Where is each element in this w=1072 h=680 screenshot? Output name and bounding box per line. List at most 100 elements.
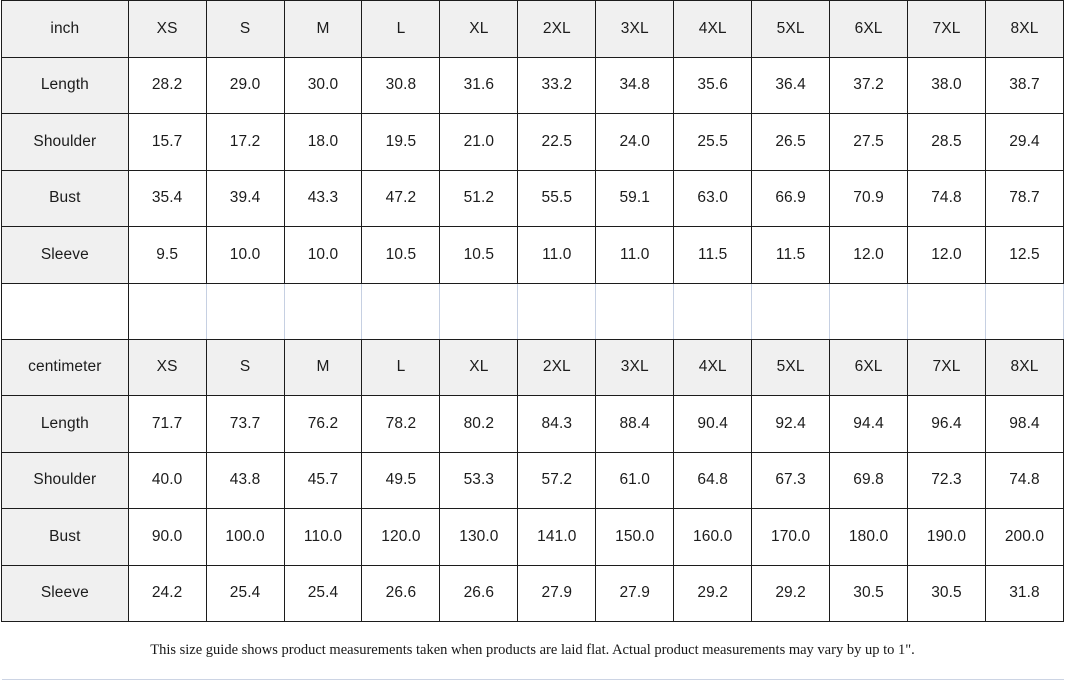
cell-value: 37.2 (829, 56, 909, 114)
row-label-sleeve-inch: Sleeve (1, 226, 129, 284)
cell-value: 11.5 (673, 226, 753, 284)
cell-value: 47.2 (361, 169, 441, 227)
inch-header-row: inch XS S M L XL 2XL 3XL 4XL 5XL 6XL 7XL… (1, 0, 1065, 58)
cell-value: 190.0 (907, 508, 986, 566)
cell-value: 72.3 (907, 451, 986, 509)
centimeter-header-row: centimeter XS S M L XL 2XL 3XL 4XL 5XL 6… (1, 338, 1065, 396)
cell-value: 12.5 (984, 226, 1065, 284)
spacer-cell (984, 282, 1065, 340)
cell-value: 150.0 (595, 508, 675, 566)
cell-value: 73.7 (205, 395, 285, 453)
row-label-shoulder-inch: Shoulder (1, 113, 129, 171)
cell-value: 64.8 (673, 451, 753, 509)
section-spacer-row (1, 282, 1065, 340)
size-header-xl: XL (439, 0, 519, 58)
size-header-7xl: 7XL (907, 338, 986, 396)
spacer-cell (439, 282, 519, 340)
cell-value: 12.0 (907, 226, 986, 284)
cell-value: 45.7 (283, 451, 363, 509)
cell-value: 25.4 (283, 564, 363, 622)
table-row: Bust 35.4 39.4 43.3 47.2 51.2 55.5 59.1 … (1, 169, 1065, 227)
cell-value: 84.3 (517, 395, 597, 453)
cell-value: 90.4 (673, 395, 753, 453)
cell-value: 90.0 (127, 508, 207, 566)
cell-value: 76.2 (283, 395, 363, 453)
size-header-2xl: 2XL (517, 0, 597, 58)
cell-value: 26.5 (751, 113, 831, 171)
cell-value: 51.2 (439, 169, 519, 227)
cell-value: 26.6 (361, 564, 441, 622)
spacer-cell (751, 282, 831, 340)
table-row: Bust 90.0 100.0 110.0 120.0 130.0 141.0 … (1, 508, 1065, 566)
cell-value: 10.5 (439, 226, 519, 284)
size-header-3xl: 3XL (595, 0, 675, 58)
cell-value: 29.2 (751, 564, 831, 622)
cell-value: 180.0 (829, 508, 909, 566)
cell-value: 10.0 (205, 226, 285, 284)
cell-value: 36.4 (751, 56, 831, 114)
cell-value: 40.0 (127, 451, 207, 509)
cell-value: 67.3 (751, 451, 831, 509)
spacer-cell (829, 282, 909, 340)
spacer-cell (283, 282, 363, 340)
cell-value: 29.2 (673, 564, 753, 622)
cell-value: 28.5 (907, 113, 986, 171)
cell-value: 17.2 (205, 113, 285, 171)
spacer-cell (907, 282, 986, 340)
cell-value: 57.2 (517, 451, 597, 509)
cell-value: 88.4 (595, 395, 675, 453)
cell-value: 15.7 (127, 113, 207, 171)
table-row: Length 71.7 73.7 76.2 78.2 80.2 84.3 88.… (1, 395, 1065, 453)
cell-value: 30.8 (361, 56, 441, 114)
cell-value: 170.0 (751, 508, 831, 566)
cell-value: 35.6 (673, 56, 753, 114)
cell-value: 12.0 (829, 226, 909, 284)
spacer-cell (127, 282, 207, 340)
cell-value: 28.2 (127, 56, 207, 114)
cell-value: 43.8 (205, 451, 285, 509)
cell-value: 18.0 (283, 113, 363, 171)
footnote-row: This size guide shows product measuremen… (1, 621, 1064, 680)
cell-value: 27.9 (595, 564, 675, 622)
cell-value: 27.9 (517, 564, 597, 622)
size-header-m: M (283, 338, 363, 396)
size-header-3xl: 3XL (595, 338, 675, 396)
cell-value: 24.2 (127, 564, 207, 622)
row-label-bust-cm: Bust (1, 508, 129, 566)
size-header-2xl: 2XL (517, 338, 597, 396)
size-header-4xl: 4XL (673, 0, 753, 58)
cell-value: 9.5 (127, 226, 207, 284)
size-header-7xl: 7XL (907, 0, 986, 58)
cell-value: 19.5 (361, 113, 441, 171)
unit-label-centimeter: centimeter (1, 338, 129, 396)
cell-value: 74.8 (984, 451, 1065, 509)
cell-value: 31.6 (439, 56, 519, 114)
cell-value: 34.8 (595, 56, 675, 114)
row-label-length-cm: Length (1, 395, 129, 453)
cell-value: 38.0 (907, 56, 986, 114)
row-label-sleeve-cm: Sleeve (1, 564, 129, 622)
cell-value: 55.5 (517, 169, 597, 227)
cell-value: 130.0 (439, 508, 519, 566)
cell-value: 100.0 (205, 508, 285, 566)
spacer-cell (595, 282, 675, 340)
cell-value: 94.4 (829, 395, 909, 453)
cell-value: 120.0 (361, 508, 441, 566)
size-header-8xl: 8XL (984, 338, 1065, 396)
cell-value: 63.0 (673, 169, 753, 227)
cell-value: 30.5 (829, 564, 909, 622)
cell-value: 30.5 (907, 564, 986, 622)
cell-value: 26.6 (439, 564, 519, 622)
size-header-l: L (361, 0, 441, 58)
cell-value: 98.4 (984, 395, 1065, 453)
cell-value: 29.4 (984, 113, 1065, 171)
cell-value: 33.2 (517, 56, 597, 114)
cell-value: 29.0 (205, 56, 285, 114)
table-row: Sleeve 9.5 10.0 10.0 10.5 10.5 11.0 11.0… (1, 226, 1065, 284)
row-label-length-inch: Length (1, 56, 129, 114)
spacer-cell (1, 282, 129, 340)
size-header-m: M (283, 0, 363, 58)
cell-value: 22.5 (517, 113, 597, 171)
cell-value: 59.1 (595, 169, 675, 227)
spacer-cell (517, 282, 597, 340)
